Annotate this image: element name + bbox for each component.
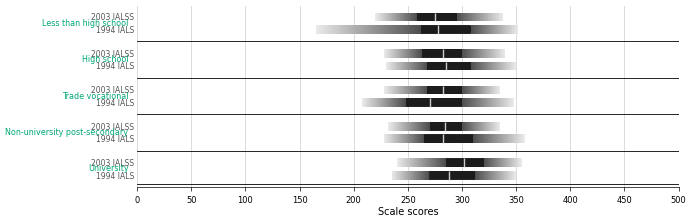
Bar bbox=[430, 171, 475, 179]
Text: Trade vocational: Trade vocational bbox=[62, 92, 129, 101]
Bar bbox=[424, 135, 473, 143]
Bar bbox=[421, 26, 471, 33]
Bar bbox=[428, 62, 471, 70]
Bar bbox=[406, 99, 462, 106]
Bar bbox=[417, 13, 457, 21]
Text: Less than high school: Less than high school bbox=[42, 19, 129, 28]
Bar bbox=[422, 50, 462, 57]
Text: Non-university post-secondary: Non-university post-secondary bbox=[6, 128, 129, 137]
Text: University: University bbox=[88, 165, 129, 173]
Bar bbox=[446, 159, 484, 167]
Bar bbox=[428, 86, 462, 94]
X-axis label: Scale scores: Scale scores bbox=[378, 207, 438, 217]
Bar bbox=[430, 122, 462, 130]
Text: High school: High school bbox=[82, 55, 129, 64]
